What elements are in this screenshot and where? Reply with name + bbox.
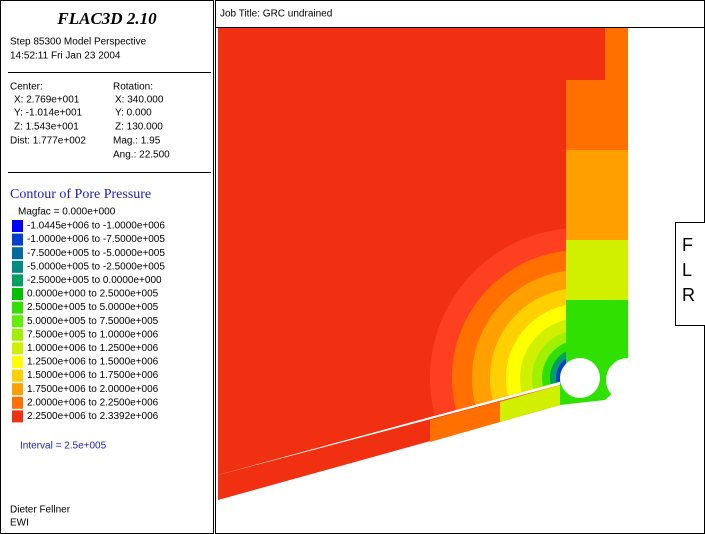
time: 14:52:11 Fri Jan 23 2004 [10, 51, 121, 62]
legend-swatch [12, 261, 23, 273]
legend-swatch [12, 315, 23, 327]
center-dist: Dist: 1.777e+002 [10, 136, 86, 147]
rotation-z: Z: 130.000 [115, 122, 163, 133]
legend-label: 1.7500e+006 to 2.0000e+006 [27, 384, 159, 395]
legend-label: 2.2500e+006 to 2.3392e+006 [27, 411, 159, 422]
legend: -1.0445e+006 to -1.0000e+006 -1.0000e+006… [12, 220, 165, 422]
rotation-heading: Rotation: [113, 82, 153, 93]
rotation-mag: Mag.: 1.95 [113, 136, 161, 147]
legend-label: 7.5000e+005 to 1.0000e+006 [27, 329, 159, 340]
note-line: R [682, 285, 695, 305]
legend-swatch [12, 410, 23, 422]
legend-swatch [12, 397, 23, 409]
center-z: Z: 1.543e+001 [14, 122, 79, 133]
legend-label: 1.0000e+006 to 1.2500e+006 [27, 343, 159, 354]
right-column-top [566, 28, 605, 80]
legend-label: 2.0000e+006 to 2.2500e+006 [27, 397, 159, 408]
legend-swatch [12, 302, 23, 314]
legend-label: -7.5000e+005 to -5.0000e+005 [27, 248, 165, 259]
app-title: FLAC3D 2.10 [56, 9, 157, 28]
legend-label: -5.0000e+005 to -2.5000e+005 [27, 261, 165, 272]
legend-label: 0.0000e+000 to 2.5000e+005 [27, 289, 159, 300]
legend-swatch [12, 342, 23, 354]
legend-swatch [12, 356, 23, 368]
legend-label: 1.5000e+006 to 1.7500e+006 [27, 370, 159, 381]
legend-label: 2.5000e+005 to 5.0000e+005 [27, 302, 159, 313]
legend-swatch [12, 247, 23, 259]
legend-swatch [12, 220, 23, 232]
legend-label: 1.2500e+006 to 1.5000e+006 [27, 357, 159, 368]
note-line: L [682, 260, 692, 280]
contour-title: Contour of Pore Pressure [10, 187, 151, 202]
note-line: F [682, 235, 693, 255]
rotation-ang: Ang.: 22.500 [113, 150, 170, 161]
rotation-x: X: 340.000 [115, 95, 164, 106]
legend-label: -2.5000e+005 to 0.0000e+000 [27, 275, 162, 286]
center-y: Y: -1.014e+001 [14, 108, 83, 119]
legend-swatch [12, 288, 23, 300]
legend-label: 5.0000e+005 to 7.5000e+005 [27, 316, 159, 327]
center-heading: Center: [10, 82, 43, 93]
legend-swatch [12, 370, 23, 382]
author: Dieter Fellner [10, 505, 71, 516]
rotation-y: Y: 0.000 [115, 108, 152, 119]
legend-swatch [12, 274, 23, 286]
legend-label: -1.0000e+006 to -7.5000e+005 [27, 234, 165, 245]
job-title: Job Title: GRC undrained [220, 9, 332, 20]
legend-swatch [12, 383, 23, 395]
step: Step 85300 Model Perspective [10, 37, 147, 48]
legend-swatch [12, 234, 23, 246]
tunnel [560, 358, 600, 398]
org: EWI [10, 518, 29, 529]
tunnel [606, 358, 650, 402]
screen: FLAC3D 2.10 Step 85300 Model Perspective… [0, 0, 705, 534]
right-column-mid [566, 240, 628, 300]
legend-swatch [12, 329, 23, 341]
legend-label: -1.0445e+006 to -1.0000e+006 [27, 221, 165, 232]
magfac: Magfac = 0.000e+000 [18, 207, 116, 218]
interval: Interval = 2.5e+005 [20, 441, 107, 452]
center-x: X: 2.769e+001 [14, 95, 80, 106]
